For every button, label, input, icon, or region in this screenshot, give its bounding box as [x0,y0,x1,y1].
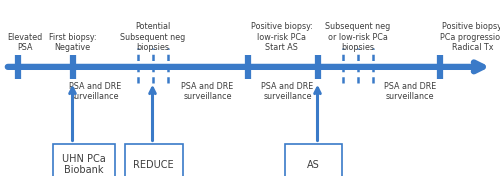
FancyBboxPatch shape [125,144,182,176]
FancyBboxPatch shape [285,144,343,176]
Text: PSA and DRE
surveillance: PSA and DRE surveillance [182,82,234,101]
Text: REDUCE: REDUCE [134,160,174,169]
Text: Subsequent neg
or low-risk PCa
biopsies: Subsequent neg or low-risk PCa biopsies [325,22,390,52]
Text: PSA and DRE
surveillance: PSA and DRE surveillance [384,82,436,101]
Text: PSA and DRE
surveillance: PSA and DRE surveillance [69,82,121,101]
Text: AS: AS [308,160,320,169]
Text: Positive biopsy:
low-risk PCa
Start AS: Positive biopsy: low-risk PCa Start AS [250,22,312,52]
Text: First biopsy:
Negative: First biopsy: Negative [48,33,96,52]
Text: UHN PCa
Biobank: UHN PCa Biobank [62,154,106,175]
FancyBboxPatch shape [52,144,115,176]
Text: Positive biopsy:
PCa progression
Radical Tx: Positive biopsy: PCa progression Radical… [440,22,500,52]
Text: Potential
Subsequent neg
biopsies: Potential Subsequent neg biopsies [120,22,185,52]
Text: Elevated
PSA: Elevated PSA [8,33,43,52]
Text: PSA and DRE
surveillance: PSA and DRE surveillance [262,82,314,101]
